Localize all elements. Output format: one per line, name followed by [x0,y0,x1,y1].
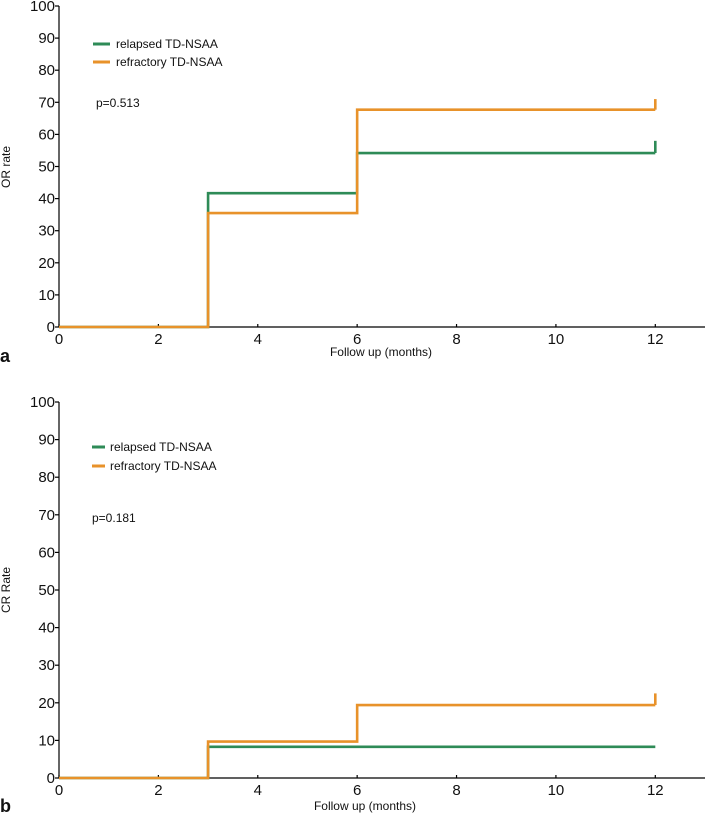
y-tick-label: 20 [38,255,55,272]
x-tick-label: 8 [452,331,460,348]
x-tick-label: 0 [55,331,63,348]
x-tick-label: 10 [548,782,565,799]
series-line-refractory [59,703,656,780]
x-axis-label: Follow up (months) [330,345,432,359]
x-tick-label: 0 [55,782,63,799]
chart-panel-a: OR rate Follow up (months) a p=0.513 rel… [0,0,705,366]
legend-label-relapsed: relapsed TD-NSAA [110,440,212,454]
y-tick-label: 70 [38,507,55,524]
x-tick-label: 4 [254,782,262,799]
y-tick-label: 90 [38,432,55,449]
y-axis-label: OR rate [0,146,13,188]
y-tick-label: 100 [30,394,55,411]
x-tick-label: 6 [353,331,361,348]
y-tick-label: 80 [38,469,55,486]
y-tick-label: 40 [38,191,55,208]
y-tick-label: 30 [38,223,55,240]
legend: relapsed TD-NSAA refractory TD-NSAA [92,440,216,473]
series-line-refractory [59,108,656,329]
x-tick-label: 12 [647,331,664,348]
y-tick-label: 60 [38,126,55,143]
chart-panel-b: CR Rate Follow up (months) b p=0.181 rel… [0,394,705,816]
y-tick-label: 50 [38,159,55,176]
legend-label-refractory: refractory TD-NSAA [116,55,222,69]
y-tick-label: 10 [38,732,55,749]
y-tick-label: 90 [38,30,55,47]
series-line-relapsed [59,745,656,780]
p-value-annotation: p=0.513 [96,96,140,110]
x-tick-label: 2 [154,331,162,348]
y-tick-label: 50 [38,582,55,599]
x-axis-label: Follow up (months) [314,799,416,813]
y-tick-label: 100 [30,0,55,15]
panel-label: b [0,796,11,816]
y-tick-label: 0 [47,319,55,336]
x-tick-label: 4 [254,331,262,348]
x-tick-label: 8 [452,782,460,799]
y-tick-label: 10 [38,287,55,304]
legend-label-refractory: refractory TD-NSAA [110,459,216,473]
y-tick-label: 0 [47,770,55,787]
y-tick-label: 30 [38,657,55,674]
x-tick-label: 12 [647,782,664,799]
y-tick-label: 60 [38,544,55,561]
y-axis-label: CR Rate [0,567,13,613]
y-tick-label: 20 [38,695,55,712]
legend-label-relapsed: relapsed TD-NSAA [116,37,218,51]
y-tick-label: 40 [38,620,55,637]
y-tick-label: 70 [38,94,55,111]
x-tick-label: 10 [548,331,565,348]
legend: relapsed TD-NSAA refractory TD-NSAA [93,37,222,69]
y-tick-label: 80 [38,62,55,79]
x-tick-label: 2 [154,782,162,799]
panel-label: a [0,346,11,366]
p-value-annotation: p=0.181 [92,511,136,525]
x-tick-label: 6 [353,782,361,799]
